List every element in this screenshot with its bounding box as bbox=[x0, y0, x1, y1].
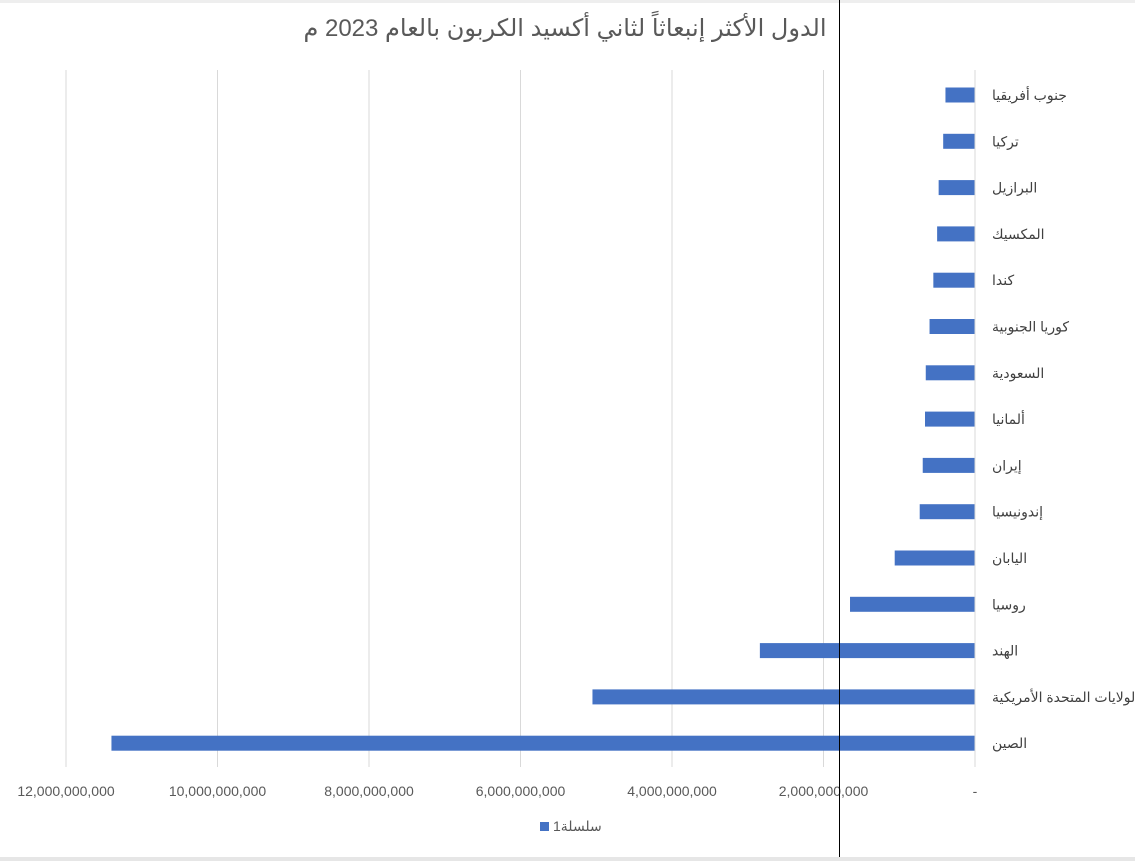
category-label: تركيا bbox=[992, 133, 1019, 150]
x-tick-label: 2,000,000,000 bbox=[779, 783, 869, 799]
legend: سلسلة1 bbox=[540, 818, 602, 835]
bar[interactable] bbox=[592, 689, 975, 705]
bottom-border bbox=[0, 857, 1135, 861]
x-tick-label: 8,000,000,000 bbox=[324, 783, 414, 799]
bar[interactable] bbox=[945, 87, 975, 103]
category-label: المكسيك bbox=[992, 226, 1045, 242]
bar[interactable] bbox=[850, 596, 975, 612]
bar[interactable] bbox=[894, 550, 975, 566]
bar[interactable] bbox=[929, 319, 975, 334]
cursor-line bbox=[839, 0, 840, 861]
category-label: اليابان bbox=[992, 550, 1027, 566]
category-label: روسيا bbox=[992, 596, 1026, 613]
bar[interactable] bbox=[759, 643, 975, 659]
category-label: كوريا الجنوبية bbox=[992, 319, 1069, 336]
x-tick-label: 10,000,000,000 bbox=[169, 783, 267, 799]
x-tick-label: - bbox=[973, 783, 978, 799]
category-label: ألمانيا bbox=[992, 410, 1025, 427]
x-tick-label: 4,000,000,000 bbox=[627, 783, 717, 799]
category-label: الولايات المتحدة الأمريكية bbox=[992, 688, 1135, 706]
legend-label: سلسلة1 bbox=[553, 818, 602, 834]
bar[interactable] bbox=[111, 735, 975, 751]
category-label: إندونيسيا bbox=[992, 504, 1043, 521]
bar[interactable] bbox=[925, 411, 975, 427]
bar[interactable] bbox=[925, 365, 975, 381]
x-tick-label: 12,000,000,000 bbox=[17, 783, 115, 799]
bar[interactable] bbox=[922, 457, 975, 473]
category-label: السعودية bbox=[992, 365, 1044, 382]
category-label: إيران bbox=[992, 457, 1022, 474]
legend-swatch bbox=[540, 822, 549, 831]
bar[interactable] bbox=[943, 133, 975, 149]
chart-title: الدول الأكثر إنبعاثاً لثاني أكسيد الكربو… bbox=[303, 15, 827, 42]
category-label: كندا bbox=[992, 272, 1014, 288]
top-border bbox=[0, 0, 1135, 3]
category-label: الهند bbox=[992, 643, 1018, 660]
bar[interactable] bbox=[938, 180, 975, 196]
category-label: جنوب أفريقيا bbox=[992, 86, 1067, 104]
bar[interactable] bbox=[933, 272, 975, 288]
bar[interactable] bbox=[919, 504, 975, 520]
category-label: البرازيل bbox=[992, 180, 1037, 197]
x-tick-label: 6,000,000,000 bbox=[476, 783, 566, 799]
bar[interactable] bbox=[937, 226, 975, 242]
category-label: الصين bbox=[992, 735, 1027, 752]
